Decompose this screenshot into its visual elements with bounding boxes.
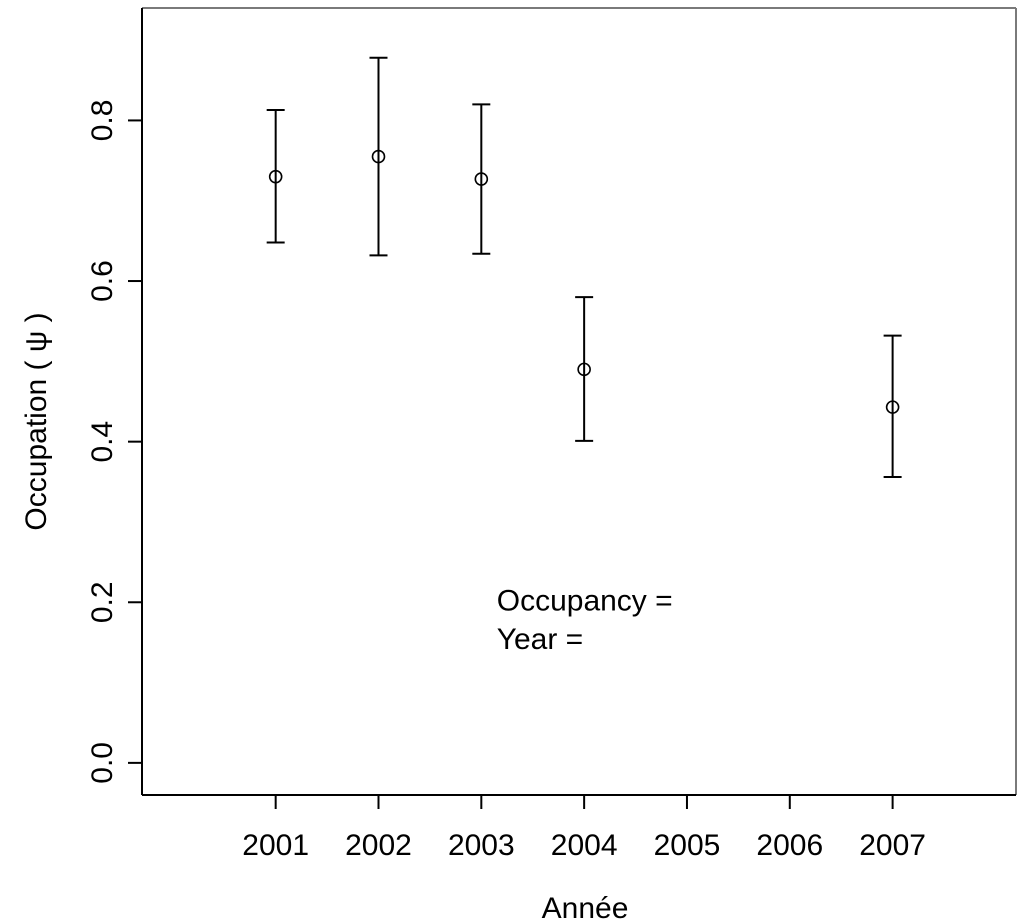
x-tick-label-2001: 2001 bbox=[242, 829, 309, 862]
annotations: Occupancy = Year = bbox=[497, 584, 673, 656]
x-axis-title: Année bbox=[542, 892, 629, 924]
x-tick-label-2005: 2005 bbox=[654, 829, 721, 862]
x-tick-label-2006: 2006 bbox=[756, 829, 823, 862]
x-tick-label-2002: 2002 bbox=[345, 829, 412, 862]
y-axis-title: Occupation ( ψ ) bbox=[20, 312, 53, 530]
annotation-0: Occupancy = bbox=[497, 584, 673, 617]
y-tick-label-0.8: 0.8 bbox=[86, 100, 119, 142]
y-tick-label-0.2: 0.2 bbox=[86, 581, 119, 623]
plot-box bbox=[141, 7, 1017, 796]
y-axis: 0.0 0.2 0.4 0.6 0.8 bbox=[86, 100, 142, 784]
x-axis: 2001 2002 2003 2004 2005 2006 2007 bbox=[242, 795, 926, 862]
data-marks bbox=[266, 56, 902, 478]
y-tick-label-0.0: 0.0 bbox=[86, 742, 119, 784]
data-point-2001 bbox=[268, 169, 283, 184]
data-point-2004 bbox=[577, 362, 591, 377]
annotation-1: Year = bbox=[497, 623, 583, 656]
x-tick-label-2007: 2007 bbox=[859, 829, 926, 862]
x-tick-label-2004: 2004 bbox=[551, 829, 618, 862]
data-point-2003 bbox=[474, 172, 489, 186]
data-point-2007 bbox=[885, 400, 900, 414]
x-tick-label-2003: 2003 bbox=[448, 829, 515, 862]
y-tick-label-0.4: 0.4 bbox=[86, 421, 119, 463]
y-tick-label-0.6: 0.6 bbox=[86, 260, 119, 302]
data-point-2002 bbox=[371, 149, 386, 164]
